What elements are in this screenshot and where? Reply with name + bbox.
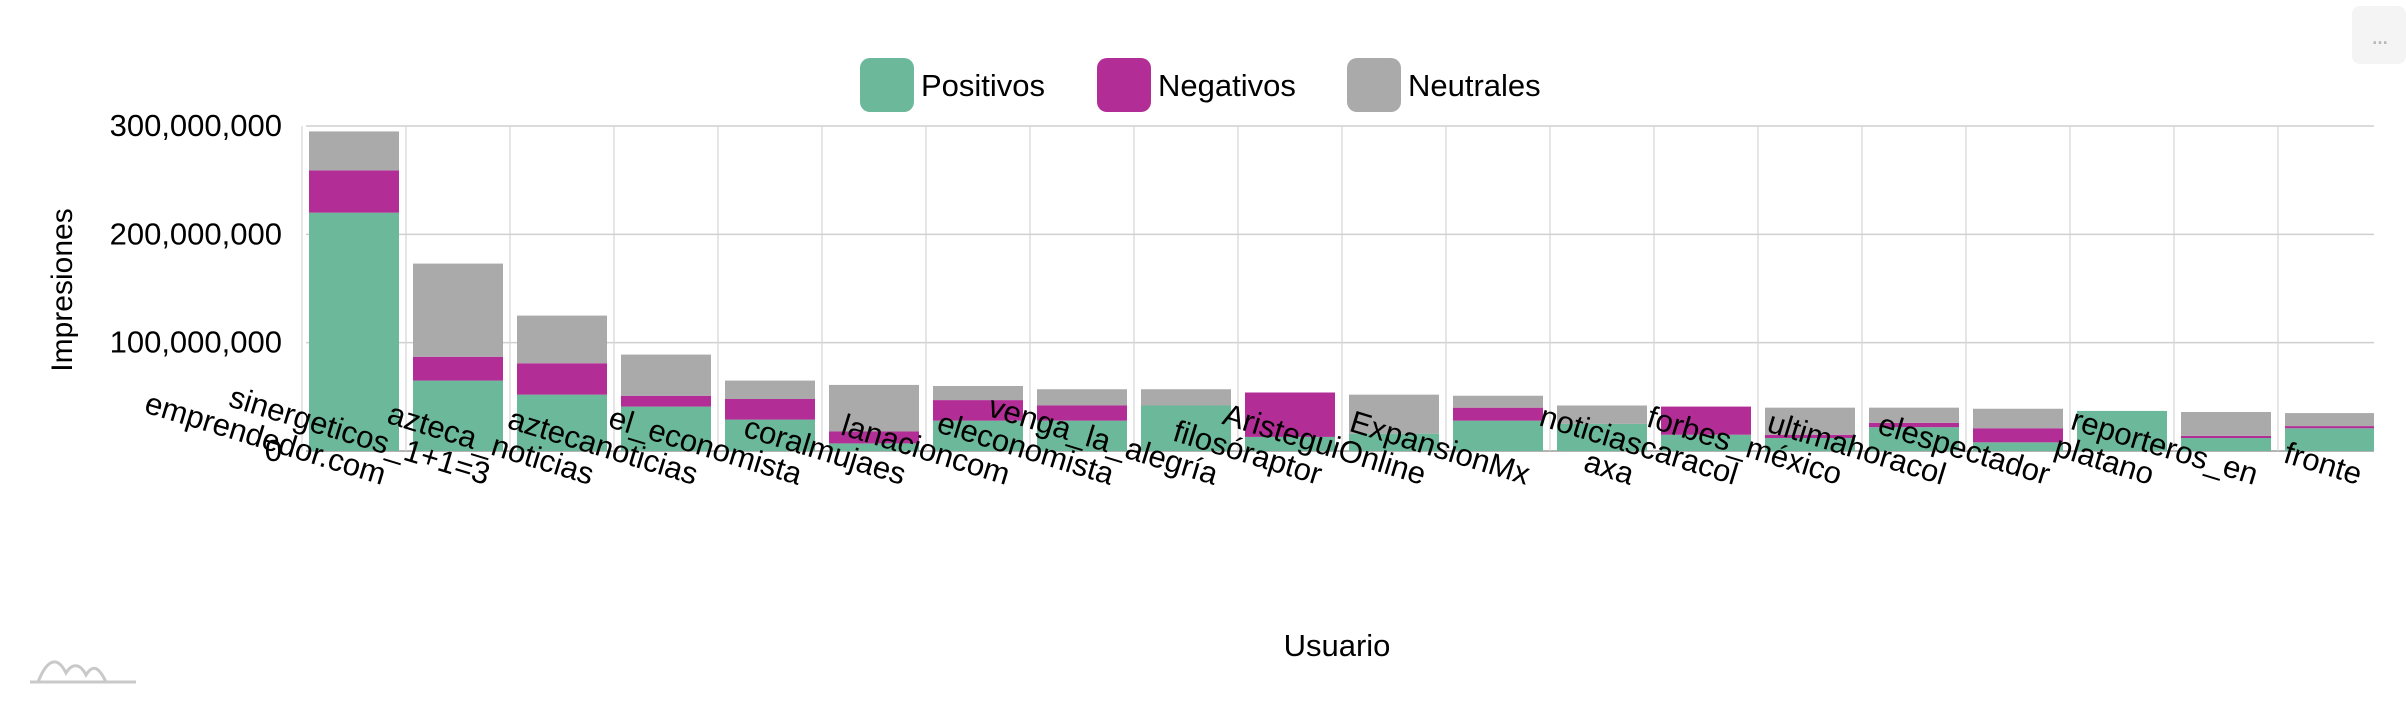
grid-lines bbox=[301, 125, 2374, 452]
bar-segment-positivos[interactable] bbox=[933, 420, 1023, 451]
bar-segment-neutrales[interactable] bbox=[309, 131, 399, 171]
y-tick-label: 0 bbox=[265, 433, 282, 468]
bar-segment-positivos[interactable] bbox=[413, 380, 503, 451]
bar-segment-negativos[interactable] bbox=[309, 170, 399, 213]
bar-segment-positivos[interactable] bbox=[1037, 420, 1127, 451]
bar-segment-positivos[interactable] bbox=[1349, 433, 1439, 451]
bar-segment-positivos[interactable] bbox=[2285, 428, 2374, 451]
bars bbox=[309, 131, 2374, 451]
bar-segment-neutrales[interactable] bbox=[1141, 389, 1231, 406]
legend: Positivos Negativos Neutrales bbox=[860, 58, 1541, 112]
bar-segment-positivos[interactable] bbox=[517, 394, 607, 451]
bar-segment-negativos[interactable] bbox=[2285, 426, 2374, 429]
bar-segment-neutrales[interactable] bbox=[1869, 407, 1959, 423]
bar-segment-positivos[interactable] bbox=[1557, 423, 1647, 451]
legend-item-negativos[interactable]: Negativos bbox=[1097, 58, 1296, 112]
bar-segment-positivos[interactable] bbox=[1453, 420, 1543, 451]
chart-menu-button[interactable]: ... bbox=[2352, 6, 2406, 64]
legend-label: Neutrales bbox=[1408, 68, 1541, 103]
bar-segment-positivos[interactable] bbox=[2077, 410, 2167, 451]
bar-segment-neutrales[interactable] bbox=[1973, 408, 2063, 429]
bar-segment-positivos[interactable] bbox=[829, 443, 919, 451]
bar-segment-neutrales[interactable] bbox=[829, 384, 919, 432]
y-tick-label: 200,000,000 bbox=[110, 216, 282, 251]
legend-swatch bbox=[1347, 58, 1401, 112]
bar-segment-neutrales[interactable] bbox=[621, 354, 711, 396]
bar-segment-neutrales[interactable] bbox=[2285, 413, 2374, 427]
legend-swatch bbox=[1097, 58, 1151, 112]
bar-segment-negativos[interactable] bbox=[725, 399, 815, 420]
bar-segment-negativos[interactable] bbox=[1661, 406, 1751, 435]
y-tick-labels: 0 100,000,000 200,000,000 300,000,000 bbox=[110, 108, 282, 468]
x-axis-label: Usuario bbox=[1284, 628, 1391, 663]
bar-segment-negativos[interactable] bbox=[1973, 428, 2063, 443]
bar-segment-negativos[interactable] bbox=[2181, 435, 2271, 438]
legend-label: Negativos bbox=[1158, 68, 1296, 103]
chart-logo-icon bbox=[30, 660, 136, 684]
bar-segment-neutrales[interactable] bbox=[2181, 412, 2271, 436]
legend-item-positivos[interactable]: Positivos bbox=[860, 58, 1045, 112]
legend-item-neutrales[interactable]: Neutrales bbox=[1347, 58, 1541, 112]
bar-segment-neutrales[interactable] bbox=[1765, 407, 1855, 435]
y-tick-label: 100,000,000 bbox=[110, 325, 282, 360]
bar-segment-neutrales[interactable] bbox=[933, 386, 1023, 401]
bar-segment-negativos[interactable] bbox=[517, 363, 607, 395]
bar-segment-negativos[interactable] bbox=[1765, 434, 1855, 438]
bar-segment-positivos[interactable] bbox=[2181, 438, 2271, 451]
bar-segment-neutrales[interactable] bbox=[1557, 405, 1647, 424]
y-axis-label: Impresiones bbox=[46, 208, 79, 371]
bar-segment-negativos[interactable] bbox=[413, 356, 503, 381]
bar-segment-neutrales[interactable] bbox=[517, 315, 607, 364]
bar-segment-neutrales[interactable] bbox=[413, 263, 503, 357]
legend-label: Positivos bbox=[921, 68, 1045, 103]
bar-segment-neutrales[interactable] bbox=[1349, 394, 1439, 434]
bar-segment-negativos[interactable] bbox=[933, 400, 1023, 421]
bar-segment-negativos[interactable] bbox=[1869, 422, 1959, 428]
bar-segment-negativos[interactable] bbox=[621, 395, 711, 407]
bar-segment-negativos[interactable] bbox=[1245, 392, 1335, 437]
bar-segment-positivos[interactable] bbox=[1765, 438, 1855, 451]
bar-segment-neutrales[interactable] bbox=[1037, 389, 1127, 406]
bar-segment-neutrales[interactable] bbox=[725, 380, 815, 399]
bar-segment-positivos[interactable] bbox=[621, 406, 711, 451]
bar-segment-positivos[interactable] bbox=[1973, 442, 2063, 451]
bar-segment-negativos[interactable] bbox=[1037, 405, 1127, 421]
bar-segment-positivos[interactable] bbox=[1869, 427, 1959, 451]
y-tick-label: 300,000,000 bbox=[110, 108, 282, 143]
bar-segment-negativos[interactable] bbox=[1453, 407, 1543, 421]
bar-segment-positivos[interactable] bbox=[309, 212, 399, 451]
bar-segment-positivos[interactable] bbox=[1661, 434, 1751, 451]
bar-segment-neutrales[interactable] bbox=[1453, 395, 1543, 408]
bar-segment-negativos[interactable] bbox=[829, 431, 919, 444]
bar-segment-positivos[interactable] bbox=[1245, 436, 1335, 451]
legend-swatch bbox=[860, 58, 914, 112]
bar-segment-positivos[interactable] bbox=[1141, 405, 1231, 452]
bar-segment-positivos[interactable] bbox=[725, 419, 815, 451]
